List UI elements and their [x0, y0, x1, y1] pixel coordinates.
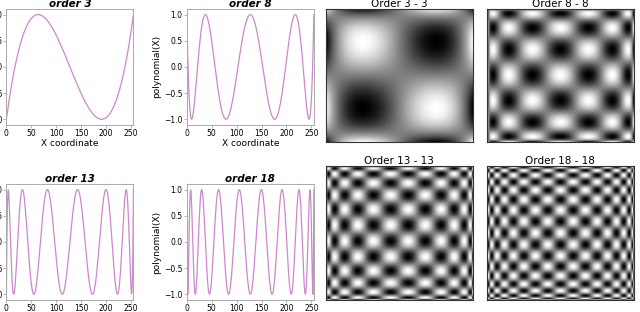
- Title: Order 8 - 8: Order 8 - 8: [532, 0, 589, 9]
- Title: order 13: order 13: [45, 173, 95, 183]
- Y-axis label: polynomial(X): polynomial(X): [152, 210, 161, 274]
- Title: Order 3 - 3: Order 3 - 3: [371, 0, 428, 9]
- Title: Order 13 - 13: Order 13 - 13: [364, 156, 435, 166]
- Y-axis label: polynomial(X): polynomial(X): [152, 35, 161, 99]
- Title: order 18: order 18: [225, 173, 275, 183]
- X-axis label: X coordinate: X coordinate: [41, 139, 99, 148]
- Title: Order 18 - 18: Order 18 - 18: [525, 156, 595, 166]
- Title: order 8: order 8: [229, 0, 271, 9]
- Title: order 3: order 3: [49, 0, 92, 9]
- X-axis label: X coordinate: X coordinate: [221, 139, 279, 148]
